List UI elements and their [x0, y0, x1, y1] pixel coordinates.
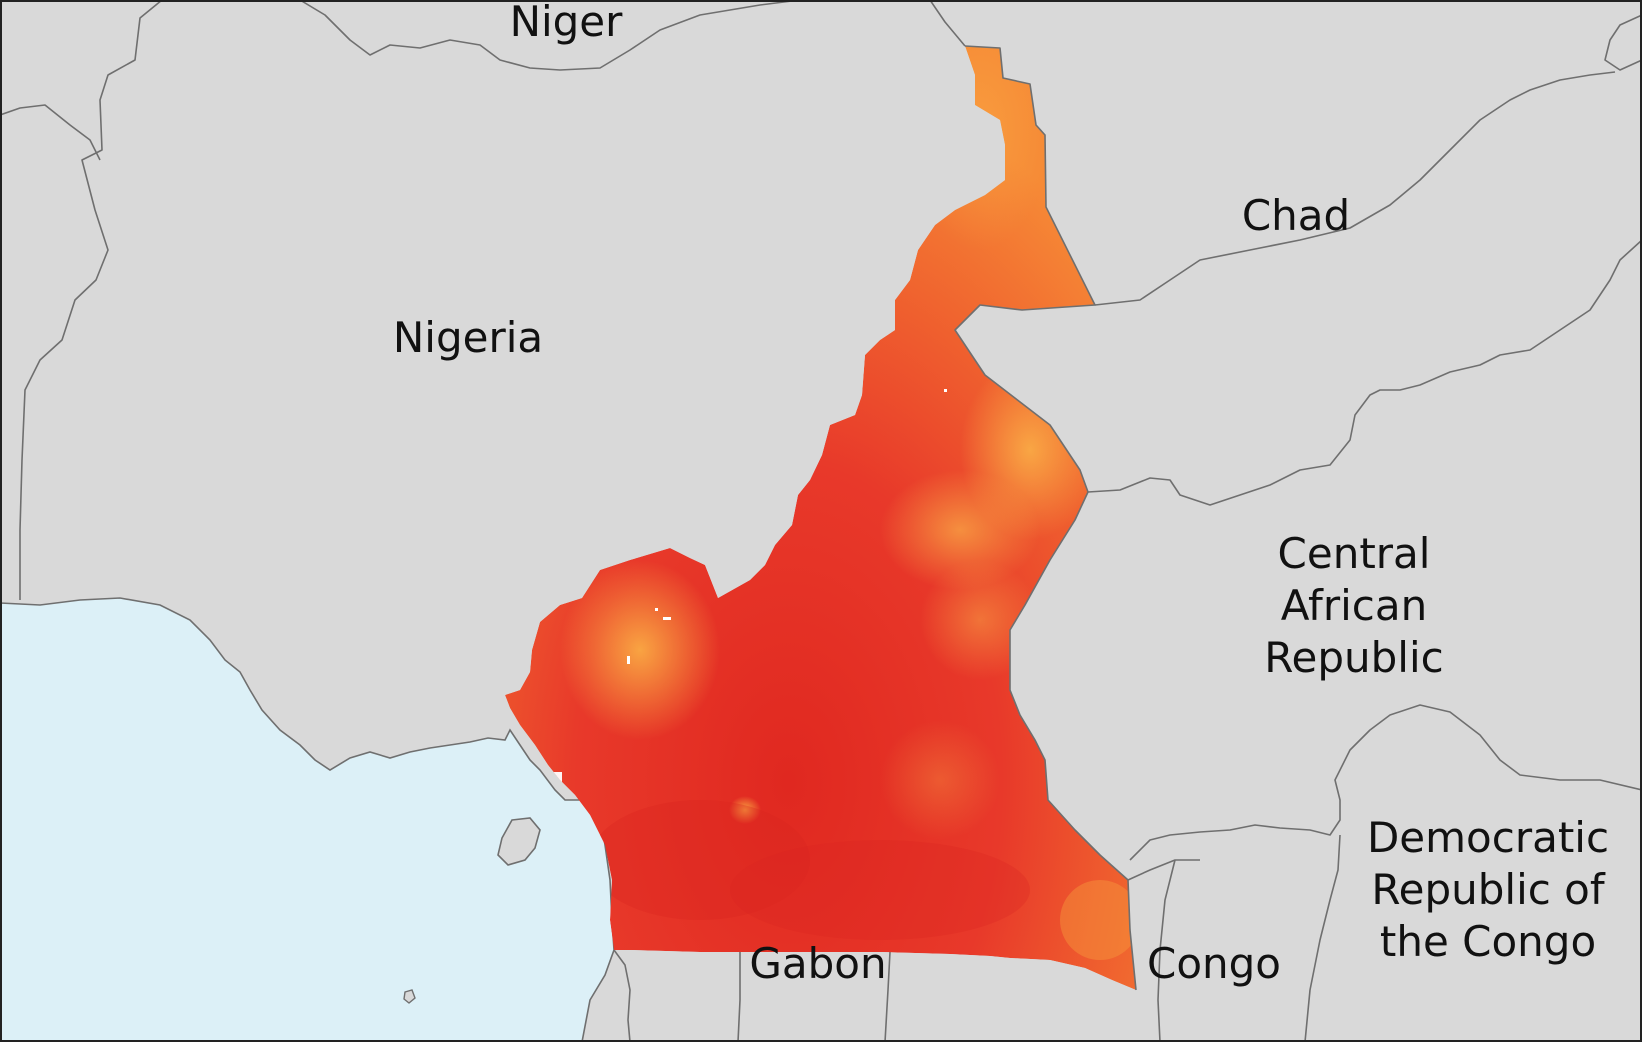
label-car-line2: African	[1281, 581, 1427, 630]
label-drc-line1: Democratic	[1367, 813, 1609, 862]
label-chad: Chad	[1242, 191, 1350, 240]
label-niger: Niger	[510, 0, 624, 46]
label-drc-line3: the Congo	[1380, 917, 1596, 966]
atlantic-ocean	[0, 597, 615, 1042]
label-drc-line2: Republic of	[1371, 865, 1606, 914]
label-car-line1: Central	[1278, 529, 1431, 578]
label-nigeria: Nigeria	[393, 313, 543, 362]
label-congo: Congo	[1147, 939, 1281, 988]
bioko-island	[497, 817, 541, 866]
label-car-line3: Republic	[1264, 633, 1444, 682]
islet	[403, 989, 416, 1004]
label-gabon: Gabon	[749, 939, 886, 988]
